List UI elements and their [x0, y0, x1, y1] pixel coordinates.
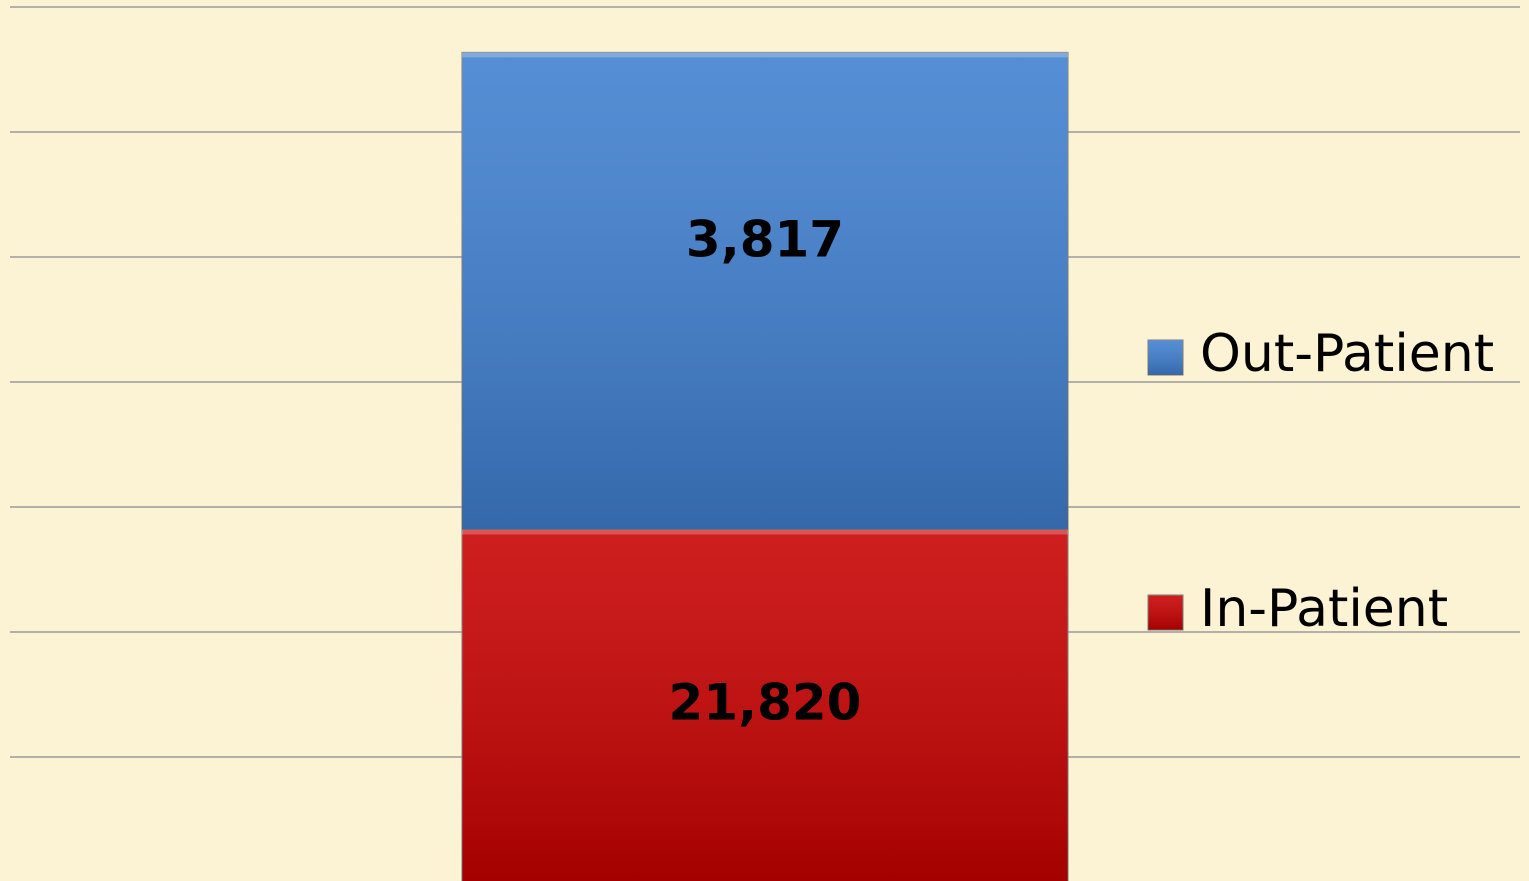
legend-label: Out-Patient [1200, 324, 1494, 384]
bar-shade [462, 529, 1068, 881]
legend-swatch-shade [1148, 595, 1183, 630]
bar-shade [462, 52, 1068, 530]
bar-bevel [462, 529, 1068, 535]
bar-bevel [462, 52, 1068, 58]
data-label: 21,820 [669, 673, 862, 731]
data-label: 3,817 [686, 210, 844, 268]
legend-label: In-Patient [1200, 579, 1448, 639]
legend-swatch-shade [1148, 340, 1183, 375]
